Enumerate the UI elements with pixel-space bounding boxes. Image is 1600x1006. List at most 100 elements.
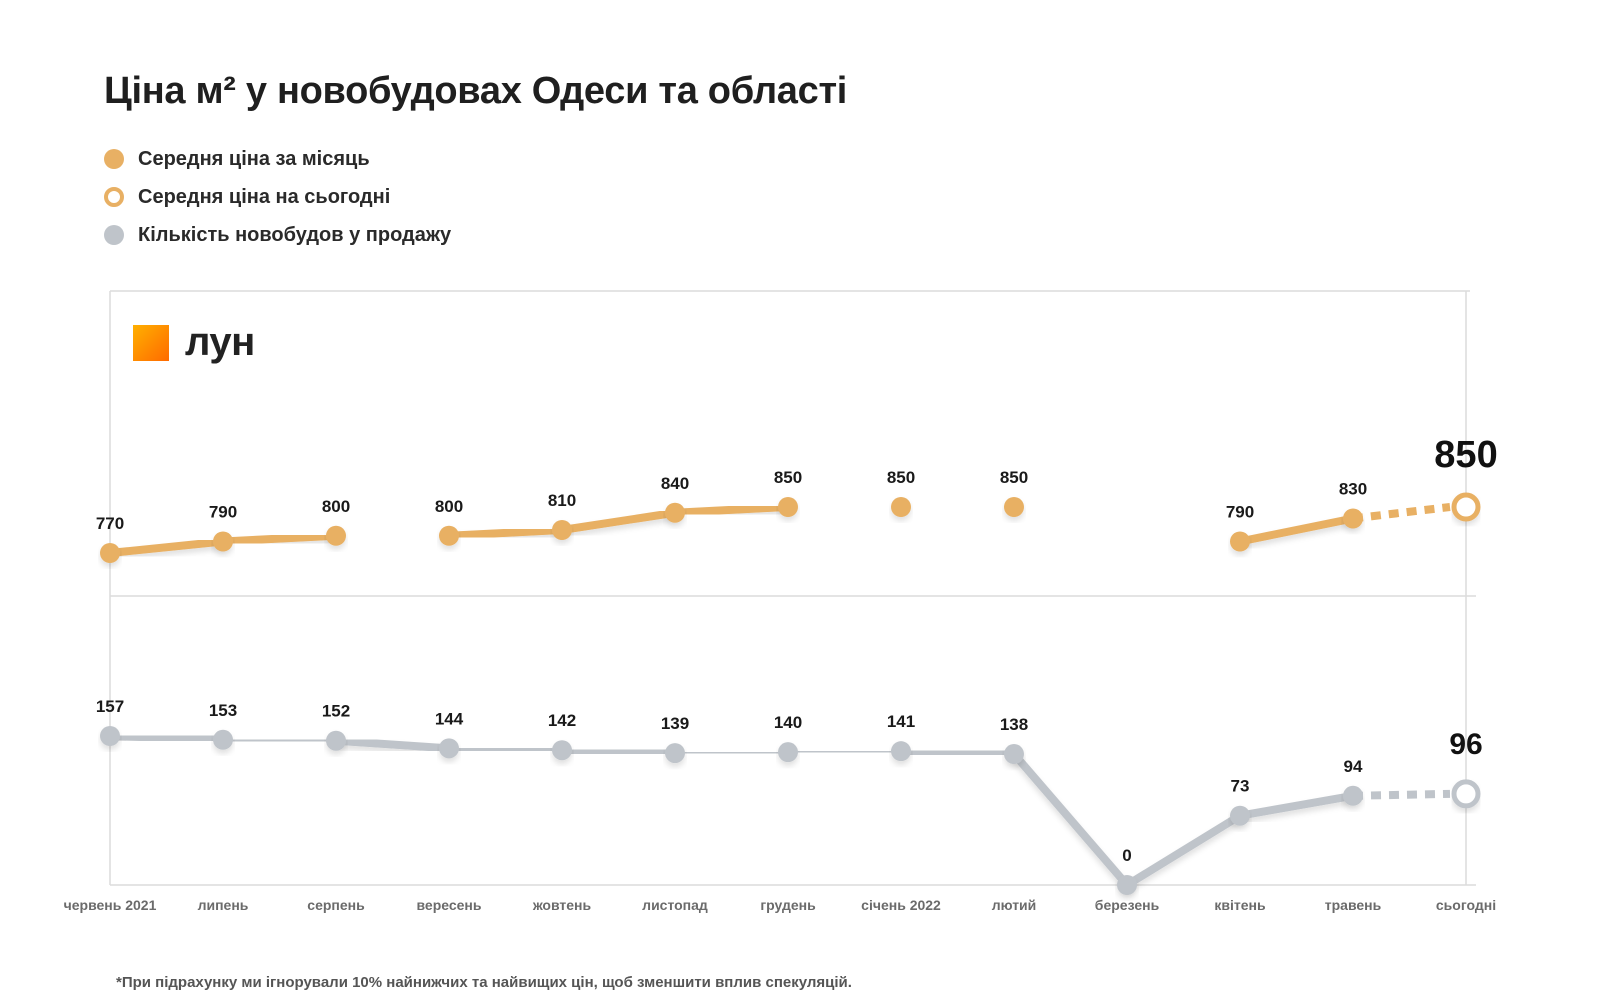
legend: Середня ціна за місяць Середня ціна на с… [104, 140, 451, 254]
data-point [665, 743, 685, 764]
series-line-segment [445, 526, 566, 540]
data-point [213, 531, 233, 552]
x-tick-label: квітень [1214, 897, 1266, 913]
data-label: 850 [887, 468, 915, 487]
data-point [778, 497, 798, 517]
legend-label: Середня ціна на сьогодні [138, 185, 391, 208]
data-point [439, 738, 459, 759]
data-label: 140 [774, 713, 802, 732]
data-label: 790 [209, 503, 237, 522]
x-tick-label: сьогодні [1436, 897, 1496, 913]
legend-marker-filled-grey [104, 225, 124, 245]
x-tick-label: березень [1095, 897, 1160, 913]
chart-title: Ціна м² у новобудовах Одеси та області [104, 70, 848, 112]
data-point [100, 543, 120, 563]
series-line-segment [219, 735, 340, 745]
series-line-segment [219, 531, 340, 546]
data-point [1230, 805, 1250, 826]
data-label: 790 [1226, 503, 1254, 522]
data-label: 142 [548, 711, 576, 730]
data-label: 141 [887, 712, 915, 731]
legend-marker-filled-orange [104, 149, 124, 169]
data-label: 138 [1000, 715, 1028, 734]
data-label: 0 [1122, 846, 1131, 865]
series-line-segment [1236, 791, 1357, 820]
data-point [1343, 508, 1363, 529]
series-line-segment [671, 748, 792, 758]
data-label-today: 96 [1449, 728, 1482, 761]
chart-grid [109, 290, 1476, 886]
data-point [1117, 875, 1137, 895]
x-tick-label: лютий [992, 897, 1037, 913]
x-tick-label: січень 2022 [861, 897, 941, 913]
legend-label: Середня ціна за місяць [138, 147, 370, 170]
series-line-segment [445, 744, 566, 755]
data-point [552, 520, 572, 540]
series-line-segment [784, 747, 905, 757]
series-dashed-connector [1352, 789, 1451, 800]
x-tick-label: листопад [642, 897, 708, 913]
x-tick-label: грудень [760, 897, 816, 913]
legend-item-monthly-price: Середня ціна за місяць [104, 140, 451, 178]
data-point-today [1451, 779, 1481, 809]
series-line-segment [106, 537, 227, 557]
series-dashed-connector [1352, 503, 1451, 523]
data-label: 144 [435, 709, 464, 728]
x-tick-label: серпень [307, 897, 365, 913]
series-line-segment [897, 747, 1018, 759]
data-point [665, 502, 685, 523]
x-tick-label: вересень [417, 897, 482, 913]
legend-item-count: Кількість новобудов у продажу [104, 216, 451, 254]
data-point [552, 740, 572, 761]
data-label: 770 [96, 514, 124, 533]
series-line-segment [671, 503, 792, 517]
data-label: 810 [548, 491, 576, 510]
data-point [1004, 497, 1024, 517]
series-line-segment [332, 736, 453, 753]
x-tick-label: жовтень [532, 897, 592, 913]
brand-logo: лун [133, 320, 255, 365]
data-label: 830 [1339, 480, 1367, 499]
data-point [891, 497, 911, 517]
data-label: 850 [774, 468, 802, 487]
series-count: 157 153 152 144 142 139 140 141 138 0 73 94 96 [96, 697, 1483, 895]
data-point [1230, 531, 1250, 552]
series-line-segment [106, 732, 227, 744]
x-tick-label: червень 2021 [64, 897, 157, 913]
data-point [326, 525, 346, 546]
series-line-segment [1123, 811, 1244, 889]
series-line-segment [1236, 514, 1357, 546]
data-label: 800 [322, 497, 350, 516]
brand-mark-icon [133, 324, 169, 361]
data-point [778, 742, 798, 763]
x-tick-label: липень [198, 897, 249, 913]
legend-label: Кількість новобудов у продажу [138, 223, 452, 246]
data-label: 850 [1000, 468, 1028, 487]
data-label: 152 [322, 702, 350, 721]
data-label: 800 [435, 497, 463, 516]
data-point [1004, 744, 1024, 765]
x-axis: червень 2021 липень серпень вересень жовтень… [64, 897, 1496, 913]
data-label: 73 [1231, 777, 1250, 796]
data-label: 94 [1344, 757, 1363, 776]
x-tick-label: травень [1325, 897, 1382, 913]
brand-name: лун [185, 320, 255, 364]
data-label: 139 [661, 714, 689, 733]
data-point [891, 741, 911, 762]
data-point [439, 525, 459, 546]
data-label: 840 [661, 474, 689, 493]
series-line-segment [558, 746, 679, 758]
data-point [326, 730, 346, 751]
legend-item-today-price: Середня ціна на сьогодні [104, 178, 451, 216]
series-price: 770 790 800 800 810 840 850 850 850 790 830 850 [96, 434, 1498, 563]
legend-marker-hollow-orange [104, 187, 124, 207]
series-line-segment [558, 508, 679, 534]
data-label-today: 850 [1434, 434, 1497, 476]
data-label: 153 [209, 701, 237, 720]
data-point [100, 726, 120, 746]
data-point [1343, 785, 1363, 806]
series-line-segment [1010, 750, 1131, 889]
data-point-today [1451, 492, 1481, 522]
data-point [213, 729, 233, 750]
